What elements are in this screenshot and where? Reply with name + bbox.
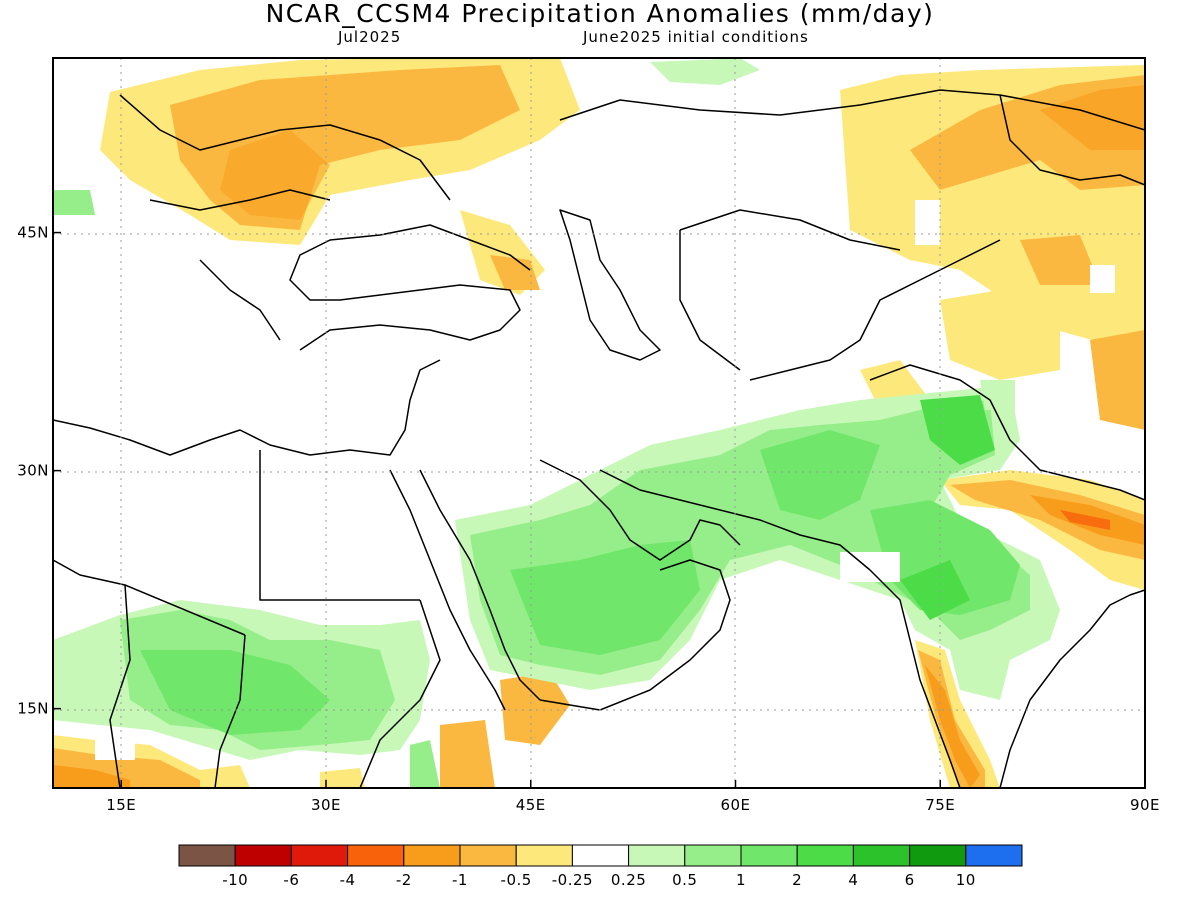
lon-tick-label: 15E: [106, 796, 136, 814]
lon-tick-label: 30E: [311, 796, 341, 814]
colorbar-label: 10: [956, 871, 976, 889]
colorbar-label: -10: [222, 871, 248, 889]
anomaly-fields: [53, 58, 1145, 788]
colorbar-label: 2: [792, 871, 802, 889]
colorbar-label: 0.25: [611, 871, 646, 889]
colorbar-swatch: [796, 844, 854, 867]
dry-anomaly-regions: [53, 58, 1145, 788]
colorbar-swatch: [740, 844, 798, 867]
lon-tick-label: 45E: [516, 796, 546, 814]
colorbar-swatch: [628, 844, 686, 867]
initial-conditions: June2025 initial conditions: [583, 28, 809, 46]
colorbar-swatch: [347, 844, 405, 867]
colorbar-swatch: [234, 844, 292, 867]
colorbar-swatch: [965, 844, 1023, 867]
colorbar-swatch: [571, 844, 630, 867]
latitude-axis: 45N 30N 15N: [17, 224, 61, 718]
lon-tick-label: 75E: [925, 796, 955, 814]
colorbar-label: -0.5: [501, 871, 532, 889]
colorbar-swatch: [515, 844, 573, 867]
colorbar-swatch: [178, 844, 236, 867]
map-title: NCAR_CCSM4 Precipitation Anomalies (mm/d…: [265, 0, 935, 28]
colorbar-swatch: [684, 844, 742, 867]
forecast-month: Jul2025: [338, 28, 402, 46]
colorbar-labels: -10 -6 -4 -2 -1 -0.5 -0.25 0.25 0.5 1 2 4 6 10: [222, 871, 976, 889]
colorbar-swatch: [290, 844, 349, 867]
colorbar-label: 0.5: [672, 871, 697, 889]
wet-anomaly-regions: [53, 58, 1060, 788]
colorbar-swatch: [403, 844, 461, 867]
colorbar-label: -6: [283, 871, 299, 889]
colorbar-swatch: [459, 844, 517, 867]
colorbar-swatch: [852, 844, 911, 867]
lat-tick-label: 30N: [17, 462, 49, 480]
graticule: [53, 58, 1145, 788]
colorbar-label: 1: [736, 871, 746, 889]
colorbar-label: -1: [452, 871, 468, 889]
lat-tick-label: 45N: [17, 224, 49, 242]
map-frame: [52, 57, 1146, 789]
longitude-axis: 15E 30E 45E 60E 75E 90E: [106, 780, 1160, 814]
coastlines-and-borders: [53, 89, 1145, 788]
colorbar-label: 6: [905, 871, 915, 889]
lat-tick-label: 15N: [17, 700, 49, 718]
masked-cells: [53, 115, 1115, 760]
colorbar-swatch: [909, 844, 967, 867]
lon-tick-label: 60E: [720, 796, 750, 814]
colorbar-label: -4: [340, 871, 356, 889]
lon-tick-label: 90E: [1130, 796, 1160, 814]
colorbar-label: 4: [848, 871, 858, 889]
colorbar-label: -2: [396, 871, 412, 889]
colorbar: [178, 844, 1023, 867]
colorbar-label: -0.25: [552, 871, 593, 889]
